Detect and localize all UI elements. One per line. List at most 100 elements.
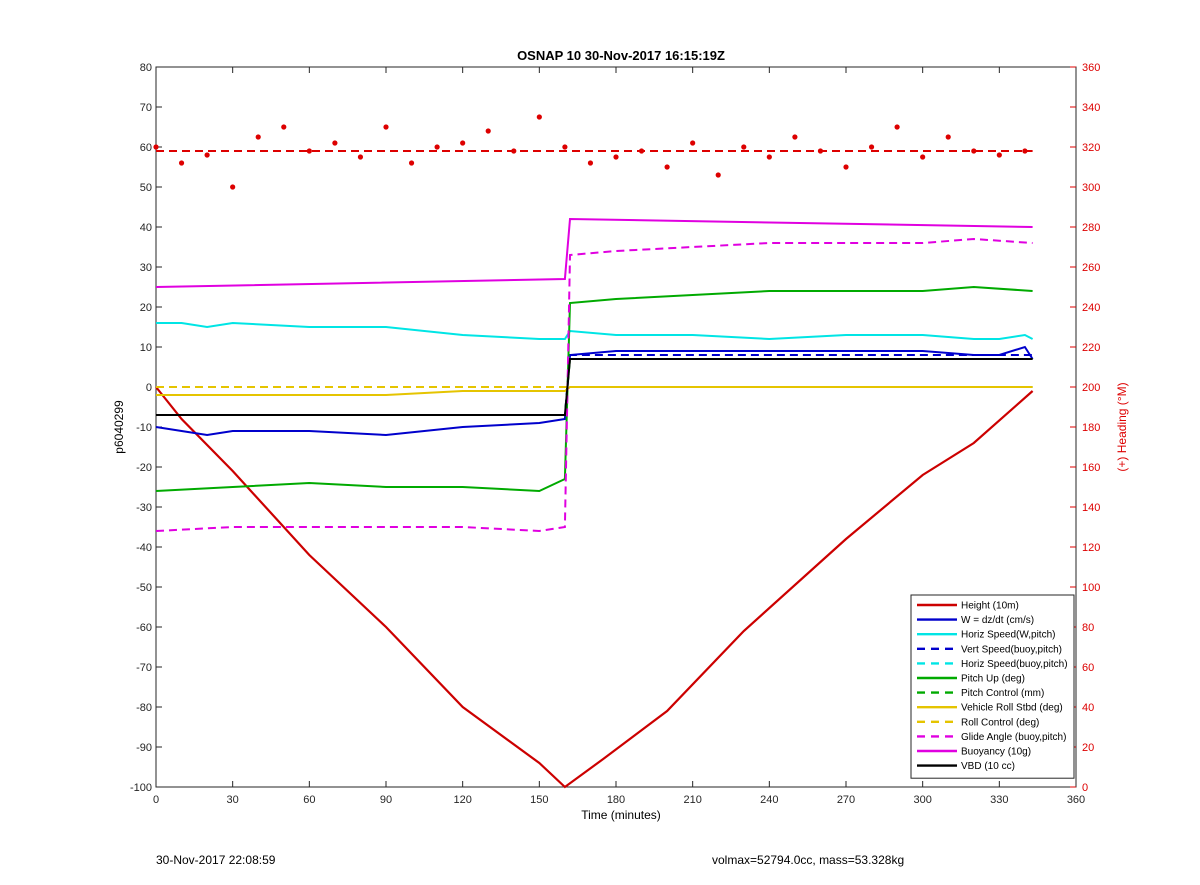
y2-tick-label: 260 xyxy=(1082,262,1100,274)
heading-point xyxy=(741,144,747,150)
x-tick-label: 300 xyxy=(913,794,931,806)
y2-tick-label: 280 xyxy=(1082,222,1100,234)
heading-point xyxy=(1022,148,1028,154)
heading-point xyxy=(664,164,670,170)
x-tick-label: 210 xyxy=(683,794,701,806)
footer-volmax-mass: volmax=52794.0cc, mass=53.328kg xyxy=(712,853,905,867)
heading-point xyxy=(306,148,312,154)
legend-entry: Glide Angle (buoy,pitch) xyxy=(961,732,1066,743)
heading-point xyxy=(178,160,185,166)
y-tick-label: -60 xyxy=(136,622,152,634)
y2-tick-label: 320 xyxy=(1082,142,1100,154)
series-line-buoyancy-10g xyxy=(155,217,1033,288)
y-tick-label: -30 xyxy=(136,502,152,514)
heading-point xyxy=(485,128,491,134)
y2-tick-label: 360 xyxy=(1082,62,1100,74)
y-axis-label: p6040299 xyxy=(112,400,126,454)
y-tick-label: 50 xyxy=(140,182,152,194)
y2-tick-label: 20 xyxy=(1082,742,1094,754)
legend-entry: Roll Control (deg) xyxy=(961,717,1039,728)
chart-title: OSNAP 10 30-Nov-2017 16:15:19Z xyxy=(517,48,725,63)
series-line-glide-angle-buoy-pitch xyxy=(155,237,1033,533)
y-tick-label: -90 xyxy=(136,742,152,754)
x-tick-label: 120 xyxy=(453,794,471,806)
y2-tick-label: 100 xyxy=(1082,582,1100,594)
heading-point xyxy=(357,154,364,160)
legend-entry: Horiz Speed(buoy,pitch) xyxy=(961,659,1068,670)
heading-point xyxy=(843,164,849,170)
heading-point xyxy=(383,124,389,130)
y-tick-label: 20 xyxy=(140,302,152,314)
heading-point xyxy=(408,160,415,166)
legend-entry: W = dz/dt (cm/s) xyxy=(961,615,1034,626)
heading-point xyxy=(536,114,542,120)
x-tick-label: 0 xyxy=(153,794,159,806)
heading-point xyxy=(230,184,236,190)
y2-tick-label: 200 xyxy=(1082,382,1100,394)
x-tick-label: 330 xyxy=(990,794,1008,806)
series-line-height-10m xyxy=(155,386,1034,789)
heading-point xyxy=(971,148,977,154)
heading-point xyxy=(715,172,721,178)
y2-tick-label: 340 xyxy=(1082,102,1100,114)
x-tick-label: 90 xyxy=(380,794,392,806)
series-layer xyxy=(153,114,1034,789)
heading-point xyxy=(434,144,440,150)
legend-entry: Buoyancy (10g) xyxy=(961,747,1031,758)
heading-point xyxy=(562,144,568,150)
y2-axis-label: (+) Heading (°M) xyxy=(1115,382,1129,471)
y-tick-label: 40 xyxy=(140,222,152,234)
y-tick-label: -50 xyxy=(136,582,152,594)
y2-tick-label: 220 xyxy=(1082,342,1100,354)
y2-tick-label: 60 xyxy=(1082,662,1094,674)
y2-tick-label: 160 xyxy=(1082,462,1100,474)
heading-point xyxy=(894,124,900,130)
y-tick-label: -70 xyxy=(136,662,152,674)
axis-ticks xyxy=(155,66,1077,788)
heading-point xyxy=(792,134,798,140)
legend-entry: Vert Speed(buoy,pitch) xyxy=(961,644,1062,655)
heading-point xyxy=(690,140,696,146)
x-tick-label: 360 xyxy=(1067,794,1085,806)
x-tick-label: 150 xyxy=(530,794,548,806)
legend-entry: Vehicle Roll Stbd (deg) xyxy=(961,703,1063,714)
y2-tick-label: 40 xyxy=(1082,702,1094,714)
legend-entry: Pitch Up (deg) xyxy=(961,674,1025,685)
y-tick-label: 30 xyxy=(140,262,152,274)
heading-point xyxy=(460,140,466,146)
series-line-pitch-up-deg xyxy=(155,285,1033,493)
heading-point xyxy=(153,144,159,150)
heading-point xyxy=(613,154,619,160)
legend-entry: Horiz Speed(W,pitch) xyxy=(961,630,1055,641)
heading-point xyxy=(587,160,594,166)
y2-tick-label: 240 xyxy=(1082,302,1100,314)
y2-tick-label: 140 xyxy=(1082,502,1100,514)
x-tick-label: 30 xyxy=(227,794,239,806)
series-line-vbd-10-cc xyxy=(156,358,1033,416)
legend-entry: Pitch Control (mm) xyxy=(961,688,1044,699)
y-tick-label: -40 xyxy=(136,542,152,554)
y2-tick-label: 0 xyxy=(1082,782,1088,794)
footer-timestamp: 30-Nov-2017 22:08:59 xyxy=(156,853,276,867)
legend-entry: Height (10m) xyxy=(961,601,1019,612)
legend-entry: VBD (10 cc) xyxy=(961,761,1015,772)
y-tick-label: 80 xyxy=(140,62,152,74)
y2-tick-label: 80 xyxy=(1082,622,1094,634)
y-tick-label: 70 xyxy=(140,102,152,114)
y-tick-label: -10 xyxy=(136,422,152,434)
axis-labels: 0 30 60 90 120 150 180 210 240 270 300 330 360 -10 0 -9… xyxy=(130,62,1100,806)
heading-point xyxy=(281,124,287,130)
heading-point xyxy=(996,152,1002,158)
heading-point xyxy=(868,144,875,150)
x-tick-label: 270 xyxy=(837,794,855,806)
legend: Height (10m) W = dz/dt (cm/s) Horiz Speed(… xyxy=(910,594,1075,779)
heading-point xyxy=(204,152,210,158)
y-tick-label: 10 xyxy=(140,342,152,354)
heading-point xyxy=(945,134,951,140)
x-tick-label: 180 xyxy=(607,794,625,806)
heading-point xyxy=(766,154,772,160)
y-tick-label: -80 xyxy=(136,702,152,714)
legend-box xyxy=(910,594,1075,779)
heading-point xyxy=(255,134,261,140)
